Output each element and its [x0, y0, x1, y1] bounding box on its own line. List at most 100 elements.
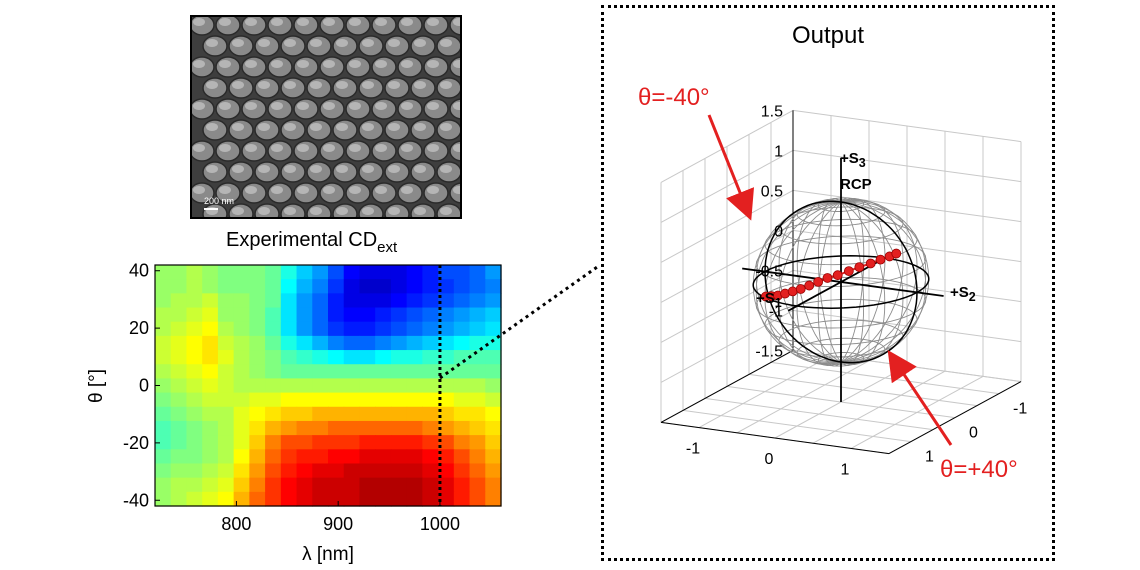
heatmap-cell: [406, 491, 423, 507]
heatmap-cell: [186, 392, 203, 408]
poincare-z-tick-label: 0: [774, 223, 783, 240]
heatmap-cell: [233, 463, 250, 479]
heatmap-cell: [485, 392, 502, 408]
heatmap-cell: [422, 477, 439, 493]
heatmap-cell: [390, 392, 408, 408]
heatmap-cell: [438, 378, 455, 394]
heatmap-cell: [438, 265, 455, 280]
heatmap-cell: [328, 307, 345, 323]
sem-nanostructure-highlight: [310, 165, 322, 173]
heatmap-cell: [202, 420, 219, 436]
heatmap-cell: [359, 392, 376, 408]
sem-nanostructure-highlight: [323, 60, 335, 68]
poincare-3d-box: [660, 109, 1022, 455]
heatmap-cell: [265, 477, 282, 493]
sem-nanostructure-highlight: [388, 81, 400, 89]
heatmap-cell: [375, 392, 392, 408]
heatmap-cell: [217, 435, 235, 450]
heatmap-cell: [453, 463, 471, 479]
heatmap-cell: [469, 449, 486, 465]
heatmap-cell: [202, 378, 219, 394]
sem-nanostructure-highlight: [271, 186, 283, 194]
heatmap-cell: [485, 406, 502, 422]
heatmap-cell: [249, 477, 266, 493]
heatmap-cell: [280, 364, 298, 380]
heatmap-cell: [328, 293, 345, 309]
heatmap-cell: [296, 279, 313, 294]
heatmap-cell: [390, 477, 408, 493]
heatmap-cell: [265, 279, 282, 294]
heatmap-cell: [485, 449, 502, 465]
box-back-grid-line: [792, 109, 1022, 143]
heatmap-cell: [469, 477, 486, 493]
sem-nanostructure-highlight: [362, 207, 374, 215]
heatmap-cell: [249, 449, 266, 465]
heatmap-cell: [422, 463, 439, 479]
heatmap-cell: [233, 364, 250, 380]
sem-nanostructure-highlight: [375, 144, 387, 152]
heatmap-cell: [233, 378, 250, 394]
sem-nanostructure-highlight: [401, 186, 413, 194]
heatmap-cell: [296, 321, 313, 337]
heatmap-cell: [422, 406, 439, 422]
heatmap-cell: [485, 335, 502, 351]
heatmap-cell: [202, 463, 219, 479]
heatmap-cell: [249, 491, 266, 507]
heatmap-cell: [390, 307, 408, 323]
heatmap-cell: [296, 335, 313, 351]
sem-nanostructure-highlight: [232, 39, 244, 47]
heatmap-cell: [422, 307, 439, 323]
sem-nanostructure-highlight: [388, 123, 400, 131]
heatmap-cell: [217, 265, 235, 280]
heatmap-cell: [170, 477, 188, 493]
heatmap-cell: [469, 378, 486, 394]
sem-nanostructure-highlight: [362, 81, 374, 89]
heatmap-cell: [217, 335, 235, 351]
heatmap-y-tick-label: 40: [129, 261, 149, 281]
heatmap-cell: [422, 378, 439, 394]
heatmap-cell: [453, 293, 471, 309]
heatmap-cell: [485, 420, 502, 436]
heatmap-cell: [390, 335, 408, 351]
heatmap-cell: [170, 491, 188, 507]
sem-nanostructure-highlight: [388, 207, 400, 215]
heatmap-title: Experimental CDext: [226, 229, 397, 256]
sem-nanostructure-highlight: [219, 144, 231, 152]
heatmap-cell: [249, 420, 266, 436]
heatmap-cell: [233, 307, 250, 323]
heatmap-cell: [453, 435, 471, 450]
heatmap-cell: [233, 350, 250, 365]
s3-label-text: +S: [840, 150, 859, 167]
heatmap-cell: [359, 406, 376, 422]
sem-nanostructure-highlight: [193, 18, 205, 26]
trajectory-point: [832, 270, 843, 281]
heatmap-cell: [406, 449, 423, 465]
heatmap-cell: [233, 491, 250, 507]
heatmap-cell: [280, 265, 298, 280]
heatmap-cell: [249, 435, 266, 450]
sem-nanostructure-highlight: [323, 144, 335, 152]
heatmap-cell: [170, 378, 188, 394]
sem-scale-bar: [204, 208, 218, 210]
heatmap-cell: [170, 335, 188, 351]
heatmap-cell: [438, 406, 455, 422]
heatmap-cell: [233, 279, 250, 294]
poincare-z-tick-label: -1.5: [755, 343, 783, 360]
heatmap-cell: [155, 279, 172, 294]
heatmap-cell: [485, 435, 502, 450]
heatmap-cell: [249, 406, 266, 422]
heatmap-cell: [359, 307, 376, 323]
heatmap-cell: [406, 435, 423, 450]
sem-nanostructure-highlight: [206, 39, 218, 47]
poincare-s2-tick-label: -1: [686, 441, 700, 458]
poincare-sphere-plot: 1.510.50-0.5-1-1.5-101-101: [660, 103, 1027, 478]
heatmap-cell: [406, 307, 423, 323]
heatmap-cell: [375, 350, 392, 365]
sem-nanostructure-highlight: [258, 81, 270, 89]
heatmap-cell: [217, 420, 235, 436]
heatmap-cell: [406, 420, 423, 436]
heatmap-cell: [202, 406, 219, 422]
heatmap-cell: [265, 406, 282, 422]
heatmap-ticks: 800 900 1000 40 20 0 -20 -40: [123, 261, 460, 534]
heatmap-cell: [422, 321, 439, 337]
